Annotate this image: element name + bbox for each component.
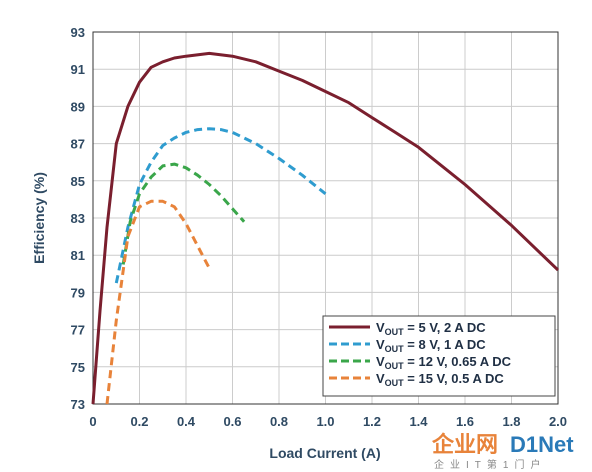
y-tick-label: 75: [71, 360, 85, 375]
series-lines: [91, 51, 560, 405]
legend-label-3: VOUT = 15 V, 0.5 A DC: [376, 371, 504, 388]
x-tick-label: 1.2: [363, 414, 381, 429]
watermark: 企业网 D1Net 企业IT第1门户: [431, 432, 574, 471]
x-tick-label: 1.4: [409, 414, 428, 429]
watermark-logo-left: 企业网: [431, 432, 498, 457]
watermark-subtitle: 企业IT第1门户: [434, 458, 546, 471]
x-tick-label: 0: [89, 414, 96, 429]
y-tick-label: 89: [71, 99, 85, 114]
x-tick-label: 1.0: [316, 414, 334, 429]
legend-label-1: VOUT = 8 V, 1 A DC: [376, 337, 486, 354]
y-tick-label: 91: [71, 62, 85, 77]
y-axis-label: Efficiency (%): [31, 172, 47, 264]
series-line-1: [114, 127, 327, 284]
x-tick-label: 1.8: [502, 414, 520, 429]
y-tick-label: 73: [71, 397, 85, 412]
x-axis-label: Load Current (A): [269, 445, 380, 461]
y-tick-label: 79: [71, 285, 85, 300]
series-line-0: [91, 51, 560, 405]
y-tick-label: 93: [71, 25, 85, 40]
x-tick-labels: 0 0.2 0.4 0.6 0.8 1.0 1.2 1.4 1.6 1.8 2.0: [89, 414, 567, 429]
x-tick-label: 0.4: [177, 414, 196, 429]
watermark-logo-right: D1Net: [510, 432, 574, 457]
x-tick-label: 1.6: [456, 414, 474, 429]
legend-label-0: VOUT = 5 V, 2 A DC: [376, 320, 486, 337]
x-tick-label: 0.6: [223, 414, 241, 429]
x-tick-label: 0.8: [270, 414, 288, 429]
y-tick-label: 87: [71, 137, 85, 152]
plot-area-border: [92, 31, 559, 405]
series-line-2: [121, 162, 246, 265]
y-tick-labels: 73 75 77 79 81 83 85 87 89 91 93: [71, 25, 85, 412]
legend-label-2: VOUT = 12 V, 0.65 A DC: [376, 354, 512, 371]
x-tick-label: 2.0: [549, 414, 567, 429]
series-line-3: [105, 199, 211, 405]
legend-box: [322, 315, 556, 397]
x-tick-label: 0.2: [130, 414, 148, 429]
y-tick-label: 77: [71, 323, 85, 338]
y-tick-label: 83: [71, 211, 85, 226]
y-tick-label: 81: [71, 248, 85, 263]
y-tick-label: 85: [71, 174, 85, 189]
